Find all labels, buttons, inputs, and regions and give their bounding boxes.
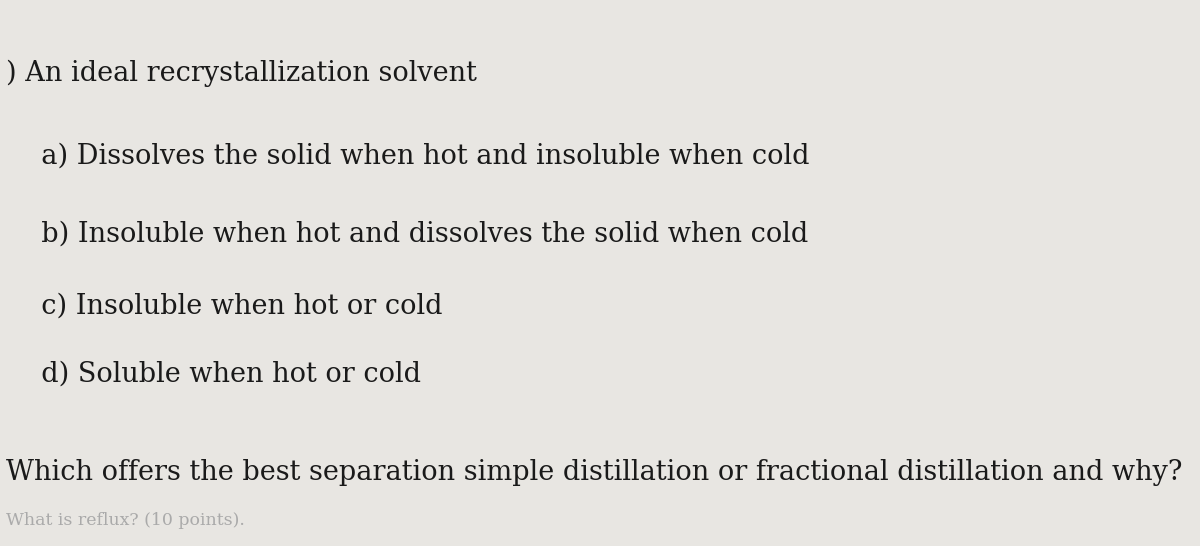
Text: a) Dissolves the solid when hot and insoluble when cold: a) Dissolves the solid when hot and inso…: [24, 142, 810, 169]
Text: d) Soluble when hot or cold: d) Soluble when hot or cold: [24, 360, 421, 388]
Text: b) Insoluble when hot and dissolves the solid when cold: b) Insoluble when hot and dissolves the …: [24, 220, 809, 247]
Text: Which offers the best separation simple distillation or fractional distillation : Which offers the best separation simple …: [6, 459, 1182, 486]
Text: ) An ideal recrystallization solvent: ) An ideal recrystallization solvent: [6, 60, 476, 87]
Text: What is reflux? (10 points).: What is reflux? (10 points).: [6, 512, 245, 530]
Text: c) Insoluble when hot or cold: c) Insoluble when hot or cold: [24, 292, 443, 319]
